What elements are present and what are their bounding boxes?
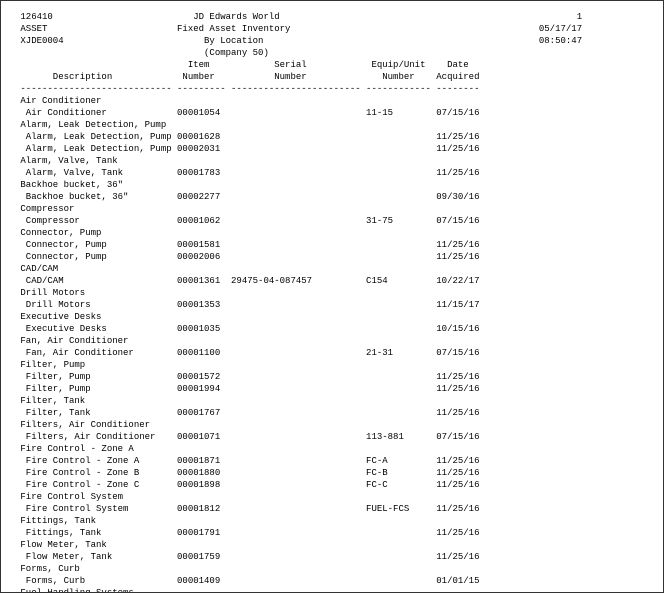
table-row: Connector, Pump 00002006 11/25/16 (15, 251, 653, 263)
group-header: Alarm, Valve, Tank (15, 155, 653, 167)
group-header: Filters, Air Conditioner (15, 419, 653, 431)
header-line-1: 126410 JD Edwards World 1 (15, 11, 653, 23)
header-line-4: (Company 50) (15, 47, 653, 59)
header-line-3: XJDE0004 By Location 08:50:47 (15, 35, 653, 47)
table-row: Forms, Curb 00001409 01/01/15 (15, 575, 653, 587)
table-row: Alarm, Leak Detection, Pump 00002031 11/… (15, 143, 653, 155)
table-row: Filters, Air Conditioner 00001071 113-88… (15, 431, 653, 443)
column-separator: ---------------------------- --------- -… (15, 83, 653, 95)
group-header: Alarm, Leak Detection, Pump (15, 119, 653, 131)
group-header: Flow Meter, Tank (15, 539, 653, 551)
table-row: Filter, Tank 00001767 11/25/16 (15, 407, 653, 419)
group-header: Fittings, Tank (15, 515, 653, 527)
table-row: Filter, Pump 00001994 11/25/16 (15, 383, 653, 395)
group-header: Fire Control - Zone A (15, 443, 653, 455)
column-header-2: Description Number Number Number Acquire… (15, 71, 653, 83)
table-row: Fire Control - Zone A 00001871 FC-A 11/2… (15, 455, 653, 467)
group-header: Drill Motors (15, 287, 653, 299)
table-row: Executive Desks 00001035 10/15/16 (15, 323, 653, 335)
group-header: Filter, Tank (15, 395, 653, 407)
table-row: Alarm, Leak Detection, Pump 00001628 11/… (15, 131, 653, 143)
group-header: Backhoe bucket, 36" (15, 179, 653, 191)
table-row: Air Conditioner 00001054 11-15 07/15/16 (15, 107, 653, 119)
table-row: Compressor 00001062 31-75 07/15/16 (15, 215, 653, 227)
group-header: Fire Control System (15, 491, 653, 503)
table-row: Connector, Pump 00001581 11/25/16 (15, 239, 653, 251)
table-row: Alarm, Valve, Tank 00001783 11/25/16 (15, 167, 653, 179)
group-header: CAD/CAM (15, 263, 653, 275)
table-row: Fan, Air Conditioner 00001100 21-31 07/1… (15, 347, 653, 359)
table-row: Fire Control System 00001812 FUEL-FCS 11… (15, 503, 653, 515)
column-header-1: Item Serial Equip/Unit Date (15, 59, 653, 71)
group-header: Forms, Curb (15, 563, 653, 575)
table-row: Fire Control - Zone B 00001880 FC-B 11/2… (15, 467, 653, 479)
group-header: Executive Desks (15, 311, 653, 323)
header-line-2: ASSET Fixed Asset Inventory 05/17/17 (15, 23, 653, 35)
table-row: Drill Motors 00001353 11/15/17 (15, 299, 653, 311)
report-page: 126410 JD Edwards World 1 ASSET Fixed As… (0, 0, 664, 593)
table-row: Backhoe bucket, 36" 00002277 09/30/16 (15, 191, 653, 203)
group-header: Filter, Pump (15, 359, 653, 371)
group-header: Fan, Air Conditioner (15, 335, 653, 347)
table-row: Flow Meter, Tank 00001759 11/25/16 (15, 551, 653, 563)
table-row: Filter, Pump 00001572 11/25/16 (15, 371, 653, 383)
group-header: Compressor (15, 203, 653, 215)
table-row: Fire Control - Zone C 00001898 FC-C 11/2… (15, 479, 653, 491)
table-row: Fittings, Tank 00001791 11/25/16 (15, 527, 653, 539)
group-header: Connector, Pump (15, 227, 653, 239)
group-header: Fuel Handling Systems (15, 587, 653, 593)
group-header: Air Conditioner (15, 95, 653, 107)
table-row: CAD/CAM 00001361 29475-04-087457 C154 10… (15, 275, 653, 287)
